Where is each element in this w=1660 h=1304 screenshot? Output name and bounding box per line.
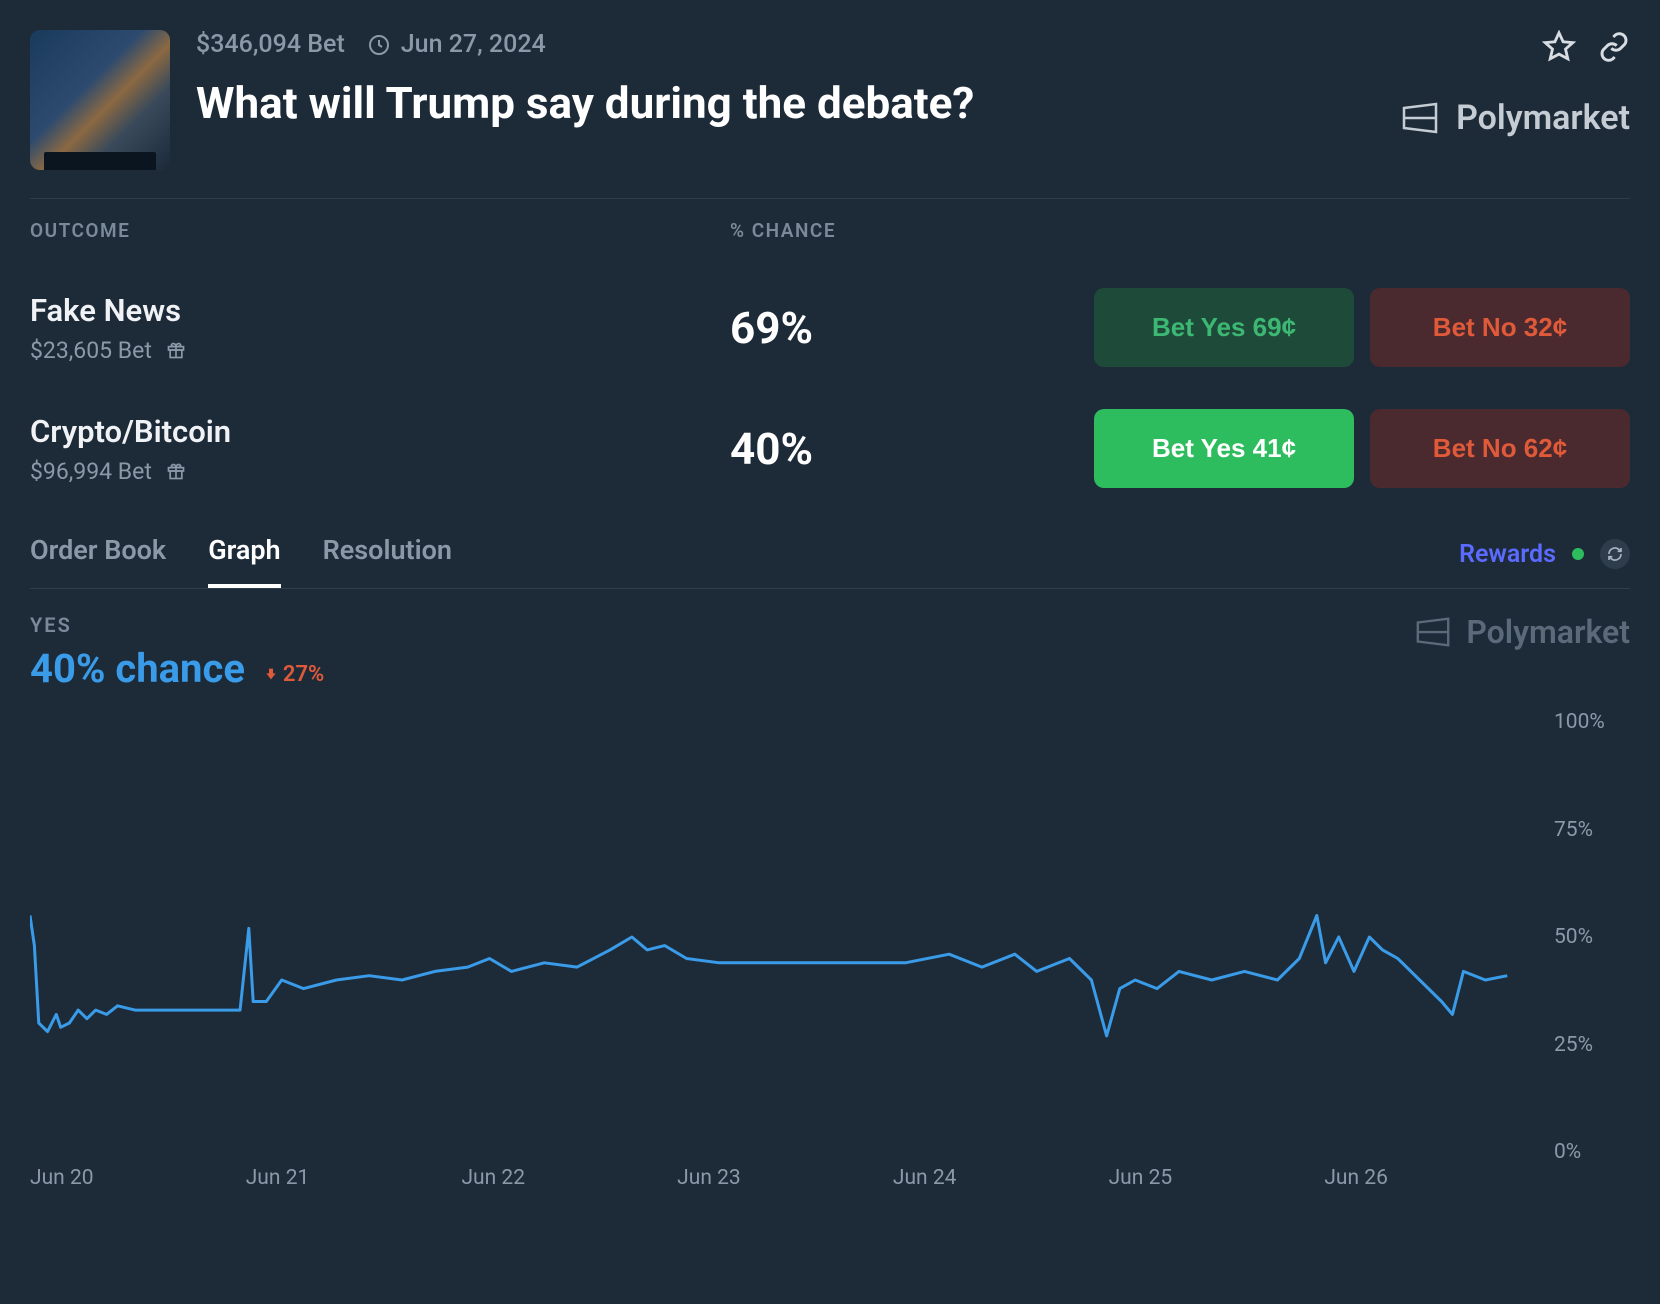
refresh-icon xyxy=(1607,546,1623,562)
tab-graph[interactable]: Graph xyxy=(208,520,280,588)
tab-resolution[interactable]: Resolution xyxy=(323,520,452,588)
rewards-link[interactable]: Rewards xyxy=(1459,540,1556,569)
outcome-name[interactable]: Crypto/Bitcoin xyxy=(30,413,730,450)
x-tick: Jun 26 xyxy=(1324,1166,1540,1190)
market-title: What will Trump say during the debate? xyxy=(196,77,974,130)
x-tick: Jun 21 xyxy=(246,1166,462,1190)
graph-section: YES 40% chance 27% Polymarket 0% 25% 50% 75… xyxy=(30,589,1630,1190)
tabs: Order Book Graph Resolution xyxy=(30,520,452,588)
outcomes-list: Fake News $23,605 Bet69% Bet Yes 69¢Bet No… xyxy=(30,270,1630,512)
y-tick: 25% xyxy=(1554,1033,1593,1057)
outcome-chance: 69% xyxy=(730,302,1050,354)
x-tick: Jun 24 xyxy=(893,1166,1109,1190)
price-chart[interactable] xyxy=(30,722,1540,1152)
brand-watermark: Polymarket xyxy=(1414,613,1630,651)
bet-yes-button[interactable]: Bet Yes 41¢ xyxy=(1094,409,1354,488)
polymarket-icon xyxy=(1400,98,1440,138)
star-icon[interactable] xyxy=(1542,30,1576,68)
volume-label: $346,094 Bet xyxy=(196,30,345,59)
chance-value: 40% chance xyxy=(30,645,245,692)
y-tick: 0% xyxy=(1554,1140,1581,1164)
market-image xyxy=(30,30,170,170)
x-tick: Jun 20 xyxy=(30,1166,246,1190)
x-axis: Jun 20Jun 21Jun 22Jun 23Jun 24Jun 25Jun … xyxy=(30,1152,1630,1190)
outcome-bet: $23,605 Bet xyxy=(30,337,730,364)
brand-text: Polymarket xyxy=(1456,98,1630,138)
outcome-chance: 40% xyxy=(730,423,1050,475)
status-dot-icon xyxy=(1572,548,1584,560)
y-tick: 75% xyxy=(1554,818,1593,842)
brand-logo: Polymarket xyxy=(1400,98,1630,138)
bet-no-button[interactable]: Bet No 62¢ xyxy=(1370,409,1630,488)
date-label: Jun 27, 2024 xyxy=(367,30,546,59)
link-icon[interactable] xyxy=(1598,31,1630,67)
x-tick: Jun 25 xyxy=(1109,1166,1325,1190)
y-axis: 0%25%50%75%100% xyxy=(1540,722,1630,1152)
gift-icon[interactable] xyxy=(166,340,186,360)
col-header-chance: % CHANCE xyxy=(730,219,1630,242)
y-tick: 50% xyxy=(1554,925,1593,949)
y-tick: 100% xyxy=(1554,710,1605,734)
down-arrow-icon xyxy=(263,666,279,682)
date-text: Jun 27, 2024 xyxy=(401,30,546,59)
delta-text: 27% xyxy=(283,662,324,687)
refresh-button[interactable] xyxy=(1600,539,1630,569)
chart-area: 0%25%50%75%100% xyxy=(30,722,1630,1152)
market-header: $346,094 Bet Jun 27, 2024 What will Trum… xyxy=(30,30,1630,199)
yes-label: YES xyxy=(30,613,324,637)
chance-delta: 27% xyxy=(263,662,324,687)
x-tick: Jun 22 xyxy=(461,1166,677,1190)
clock-icon xyxy=(367,33,391,57)
brand-watermark-text: Polymarket xyxy=(1466,613,1630,651)
tabs-row: Order Book Graph Resolution Rewards xyxy=(30,520,1630,589)
x-tick: Jun 23 xyxy=(677,1166,893,1190)
bet-yes-button[interactable]: Bet Yes 69¢ xyxy=(1094,288,1354,367)
outcome-row: Fake News $23,605 Bet69% Bet Yes 69¢Bet No… xyxy=(30,270,1630,391)
col-header-outcome: OUTCOME xyxy=(30,219,730,242)
gift-icon[interactable] xyxy=(166,461,186,481)
columns-header: OUTCOME % CHANCE xyxy=(30,199,1630,270)
outcome-name[interactable]: Fake News xyxy=(30,292,730,329)
outcome-row: Crypto/Bitcoin $96,994 Bet40% Bet Yes 41¢B… xyxy=(30,391,1630,512)
polymarket-icon xyxy=(1414,613,1452,651)
outcome-bet: $96,994 Bet xyxy=(30,458,730,485)
bet-no-button[interactable]: Bet No 32¢ xyxy=(1370,288,1630,367)
tab-order-book[interactable]: Order Book xyxy=(30,520,166,588)
